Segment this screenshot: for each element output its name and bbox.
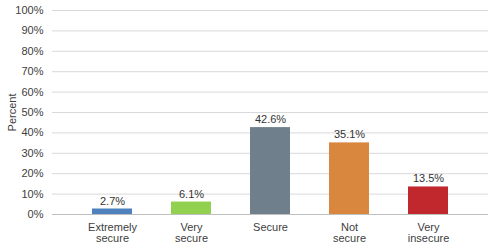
svg-text:2.7%: 2.7% (100, 195, 125, 207)
svg-text:Veryinsecure: Veryinsecure (408, 221, 450, 244)
svg-text:35.1%: 35.1% (334, 128, 365, 140)
svg-text:10%: 10% (21, 188, 43, 200)
svg-text:50%: 50% (21, 106, 43, 118)
svg-text:40%: 40% (21, 126, 43, 138)
svg-text:20%: 20% (21, 167, 43, 179)
svg-text:Notsecure: Notsecure (333, 221, 366, 244)
svg-text:Extremelysecure: Extremelysecure (88, 221, 137, 244)
svg-text:Verysecure: Verysecure (175, 221, 208, 244)
svg-text:0%: 0% (28, 208, 44, 220)
svg-text:42.6%: 42.6% (255, 113, 286, 125)
svg-text:80%: 80% (21, 45, 43, 57)
svg-text:Percent: Percent (6, 94, 18, 132)
svg-text:30%: 30% (21, 147, 43, 159)
svg-text:100%: 100% (15, 4, 43, 16)
svg-text:6.1%: 6.1% (179, 188, 204, 200)
svg-text:Secure: Secure (253, 221, 288, 233)
svg-text:90%: 90% (21, 24, 43, 36)
svg-text:13.5%: 13.5% (413, 172, 444, 184)
svg-text:60%: 60% (21, 86, 43, 98)
svg-text:70%: 70% (21, 65, 43, 77)
